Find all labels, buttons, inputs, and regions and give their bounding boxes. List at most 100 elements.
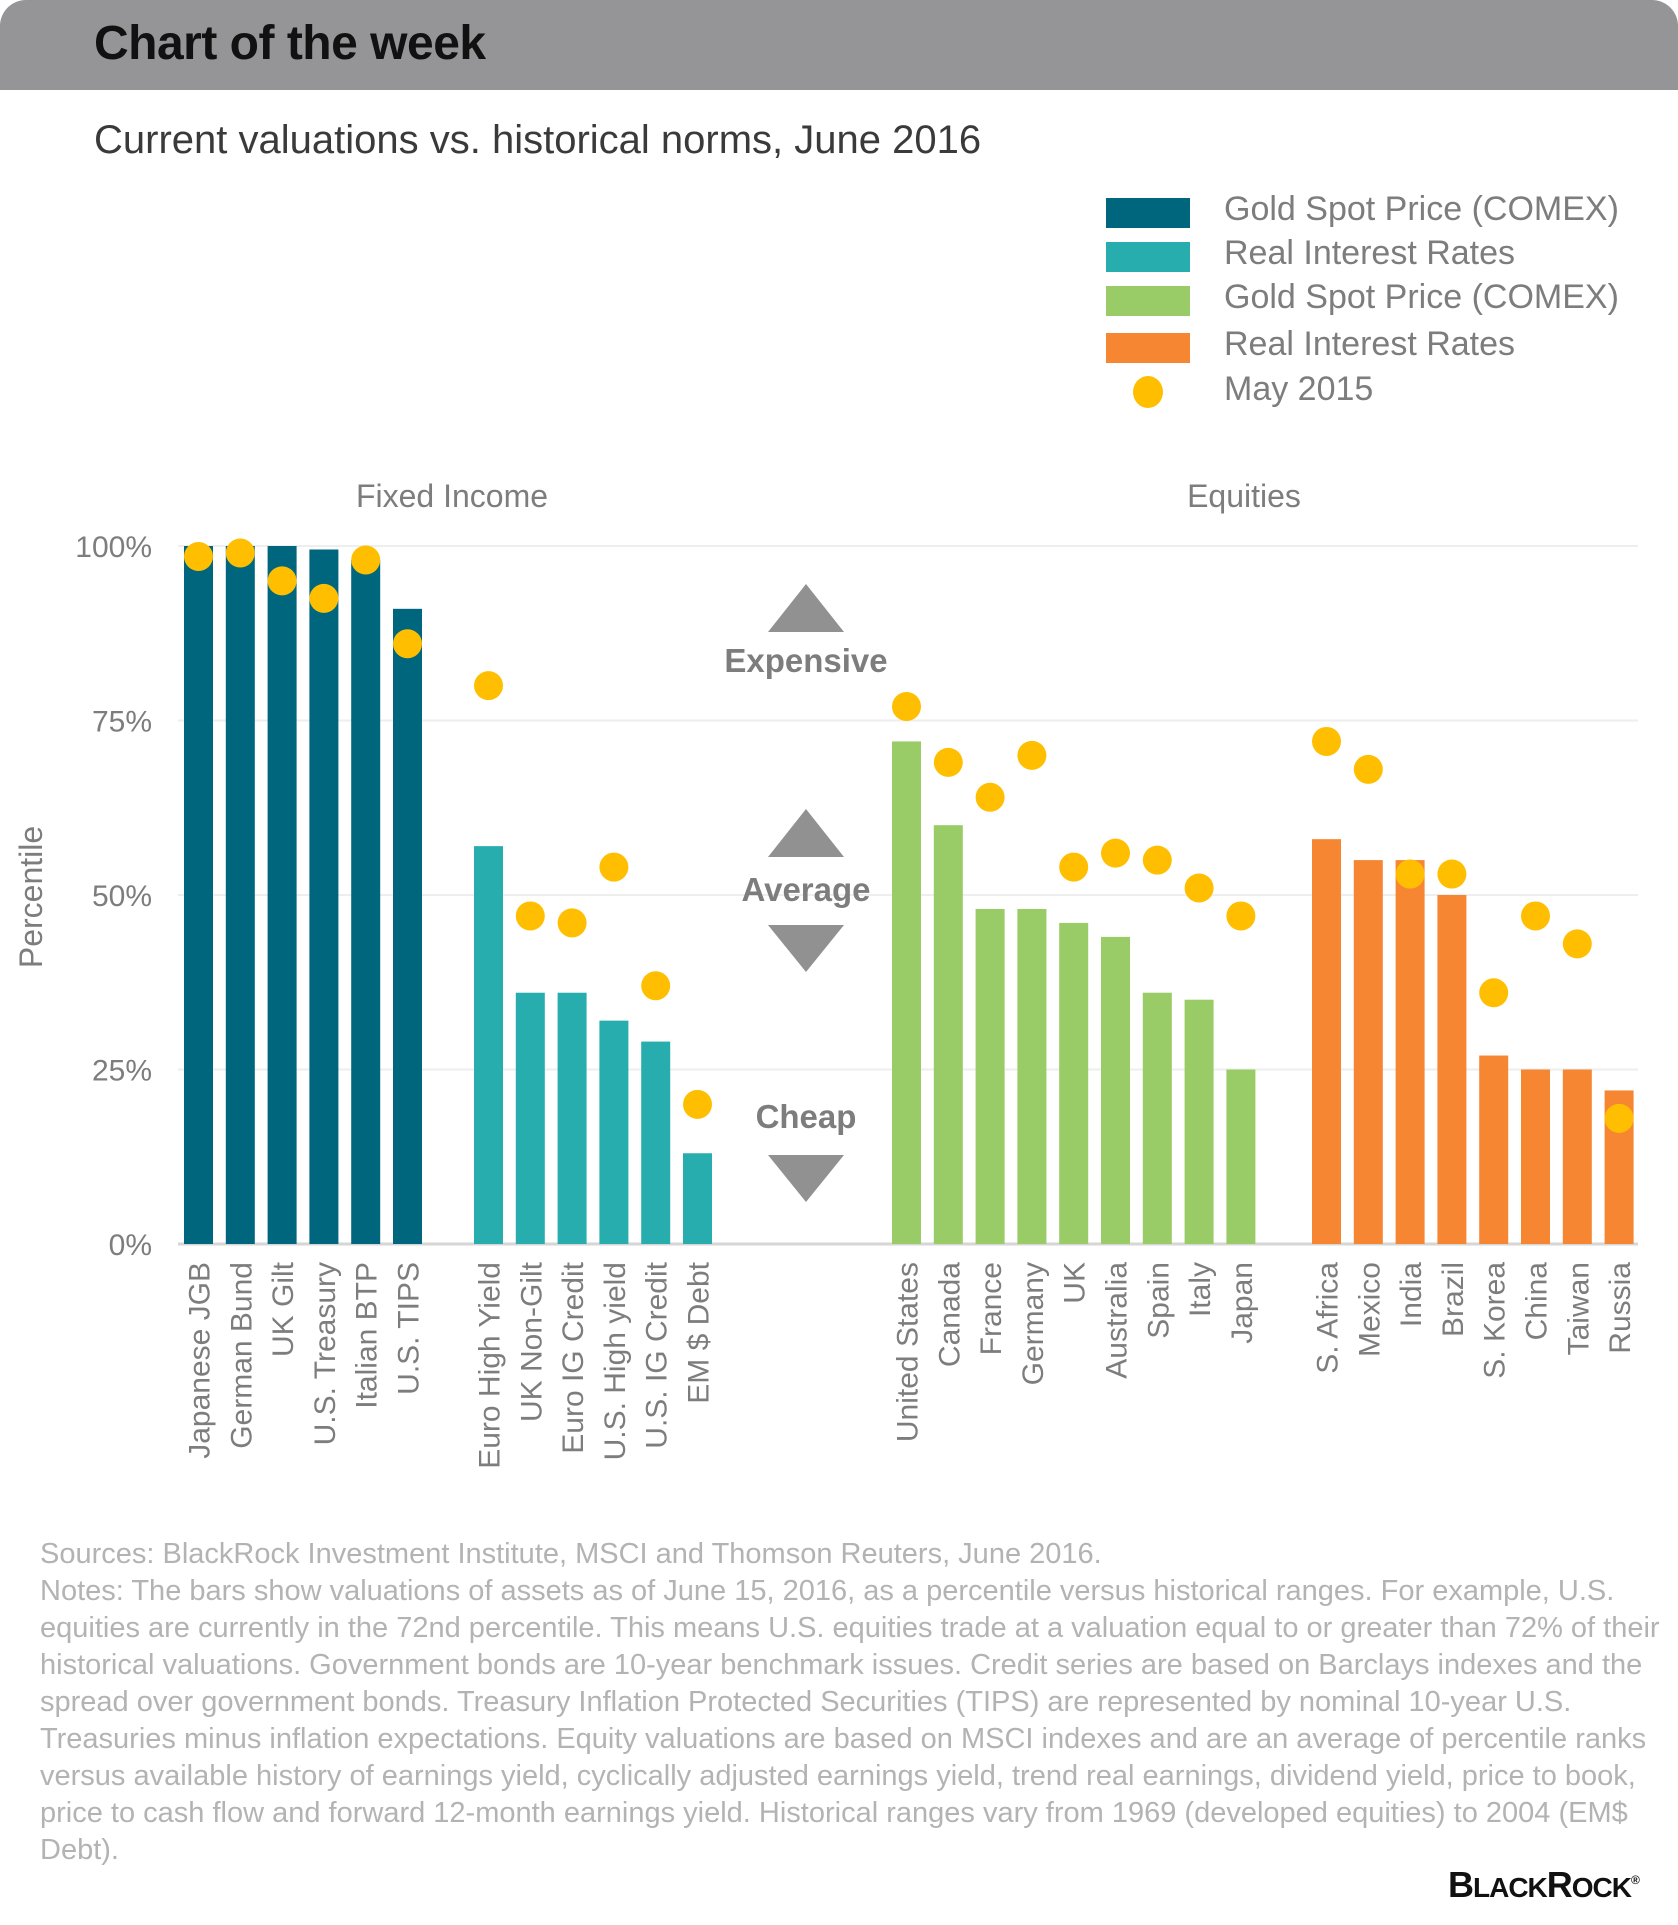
bar [933,825,963,1244]
x-tick-label: German Bund [225,1262,258,1449]
expensive-label: Expensive [724,642,887,679]
bar [1101,936,1130,1244]
legend-swatch-orange [1106,333,1190,363]
may-2015-dot [351,545,381,575]
may-2015-dot [683,1089,712,1119]
may-2015-dot [1184,873,1214,903]
x-tick-label: Canada [933,1262,966,1367]
may-2015-dot [1395,859,1425,889]
chart-title: Current valuations vs. historical norms,… [94,118,982,162]
down-arrow-icon [768,1155,844,1202]
bar [474,846,503,1244]
down-arrow-icon [768,925,844,972]
logo-part: R [1546,1864,1573,1905]
notes-text: Notes: The bars show valuations of asset… [40,1575,1660,1866]
x-tick-label: Euro IG Credit [557,1261,590,1453]
bar [184,546,213,1244]
may-2015-dot [1479,978,1509,1008]
x-tick-label: UK Gilt [267,1261,300,1357]
bar [892,741,921,1244]
x-tick-label: Spain [1142,1262,1175,1339]
x-tick-label: Italian BTP [351,1262,384,1409]
bar [1395,860,1425,1244]
bar [267,546,297,1244]
may-2015-dot [1604,1103,1634,1133]
x-tick-label: U.S. Treasury [309,1262,342,1445]
x-tick-label: Brazil [1437,1262,1470,1337]
bar [515,992,545,1244]
may-2015-dot [599,852,629,882]
up-arrow-icon [768,584,844,632]
x-tick-label: EM $ Debt [683,1261,716,1403]
blackrock-logo: BLACKROCK® [1448,1864,1640,1906]
legend-item: Real Interest Rates [1106,325,1646,365]
y-axis-label: Percentile [13,826,49,968]
x-tick-label: U.S. IG Credit [641,1261,674,1448]
may-2015-dot [225,538,255,568]
bar [1184,999,1214,1244]
x-tick-label: United States [892,1262,925,1442]
bar [351,559,381,1244]
annotation-layer: Expensive Average Cheap [724,584,888,1202]
legend-label: Gold Spot Price (COMEX) [1224,278,1619,316]
cheap-label: Cheap [756,1098,857,1135]
legend-swatch-green [1106,286,1190,316]
may-2015-dot [1562,929,1592,959]
may-2015-dot [892,692,921,722]
may-2015-dot [557,908,587,938]
bar [1312,839,1341,1244]
legend-item: Gold Spot Price (COMEX) [1106,190,1646,230]
may-2015-dot [1059,852,1089,882]
y-tick-label: 0% [109,1229,152,1262]
may-2015-dot [1142,845,1172,875]
logo-part: B [1448,1864,1474,1905]
bar [1226,1069,1256,1244]
x-tick-label: S. Korea [1479,1262,1512,1379]
y-tick-label: 75% [92,706,152,739]
may-2015-dot [1101,838,1130,868]
section-label-equities: Equities [1187,478,1301,514]
may-2015-dot [474,671,503,701]
legend-swatch-teal [1106,242,1190,272]
x-tick-label: U.S. TIPS [393,1262,426,1395]
may-2015-dot [1226,901,1256,931]
may-2015-dot [975,782,1005,812]
may-2015-dot [309,583,339,613]
may-2015-dot [1521,901,1550,931]
legend-label: Real Interest Rates [1224,325,1516,363]
legend-label: Real Interest Rates [1224,234,1516,272]
average-label: Average [741,871,870,908]
legend-item: Gold Spot Price (COMEX) [1106,278,1646,318]
legend-dot-icon [1133,376,1163,408]
bar [599,1020,629,1244]
may-2015-dot [1353,754,1383,784]
may-2015-dot [933,747,963,777]
legend-item: May 2015 [1106,370,1646,410]
x-tick-label: France [975,1262,1008,1355]
x-tick-label: Germany [1017,1262,1050,1385]
may-2015-dot [1437,859,1467,889]
legend-label: Gold Spot Price (COMEX) [1224,190,1619,228]
bar [1562,1069,1592,1244]
bar [1017,908,1047,1244]
header-bar: Chart of the week [0,0,1678,90]
bar [1479,1055,1509,1244]
footer-notes: Sources: BlackRock Investment Institute,… [40,1536,1660,1869]
x-tick-label: UK Non-Gilt [515,1261,548,1422]
legend-swatch-dark-teal [1106,198,1190,228]
x-tick-label: S. Africa [1312,1262,1345,1374]
x-tick-label: Euro High Yield [474,1262,507,1469]
may-2015-dot [184,541,213,571]
y-tick-label: 25% [92,1055,152,1088]
logo-part: OCK [1571,1872,1632,1903]
x-tick-label: Japan [1226,1262,1259,1344]
may-2015-dot [641,971,671,1001]
bar [1142,992,1172,1244]
logo-mark: ® [1631,1873,1640,1887]
bar [393,608,422,1244]
may-2015-dot [267,566,297,596]
x-tick-label: U.S. High yield [599,1262,632,1460]
x-tick-label: China [1521,1262,1554,1341]
up-arrow-icon [768,809,844,857]
